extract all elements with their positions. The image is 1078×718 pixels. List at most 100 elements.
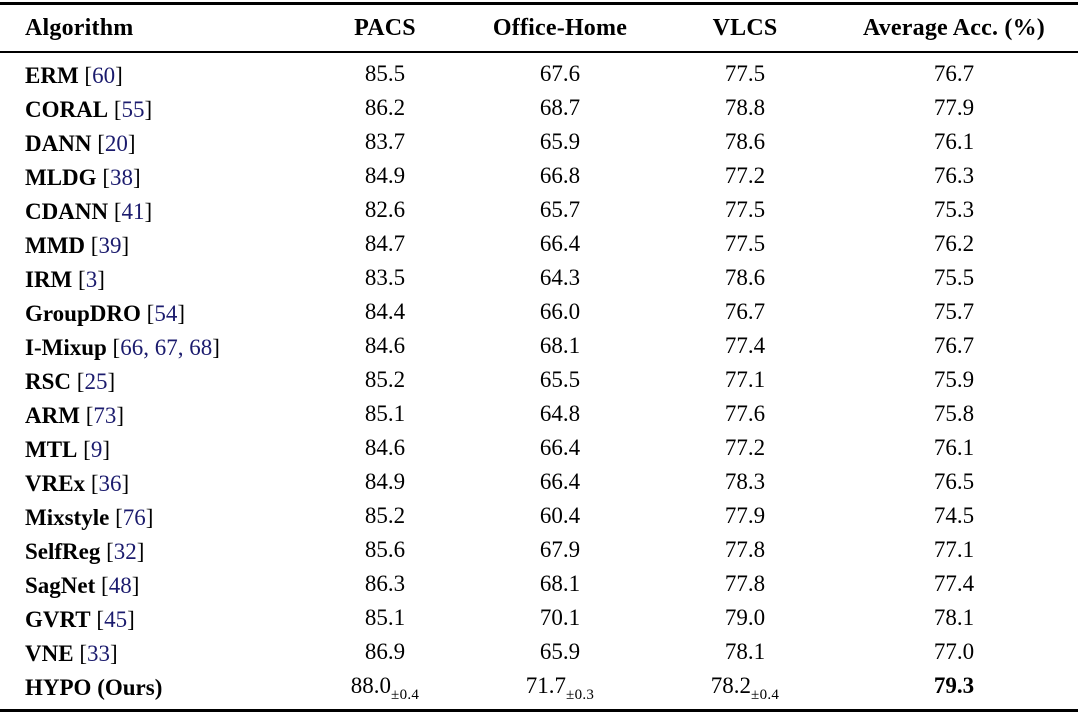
cell-office-home: 66.0 — [460, 297, 660, 331]
algorithm-name: HYPO (Ours) — [25, 675, 163, 700]
vlcs-value: 77.4 — [724, 332, 766, 358]
table-row: SagNet [48] 86.3 68.1 77.8 77.4 — [0, 569, 1078, 603]
vlcs-value: 77.5 — [724, 60, 766, 86]
citation-close-bracket: ] — [144, 199, 153, 224]
cell-office-home: 68.7 — [460, 93, 660, 127]
cell-pacs: 85.2 — [310, 365, 460, 399]
cell-office-home: 65.5 — [460, 365, 660, 399]
cell-pacs: 86.2 — [310, 93, 460, 127]
citation-close-bracket: ] — [109, 641, 118, 666]
cell-vlcs: 77.5 — [660, 229, 830, 263]
column-header-average: Average Acc. (%) — [830, 3, 1078, 53]
vlcs-value: 77.2 — [724, 434, 766, 460]
citation-number: 20 — [104, 131, 128, 156]
algorithm-name: RSC — [25, 369, 72, 394]
citation-close-bracket: ] — [121, 471, 130, 496]
average-value: 76.3 — [933, 162, 975, 188]
average-value: 76.1 — [933, 128, 975, 154]
vlcs-value: 78.3 — [724, 468, 766, 494]
citation-number: 36 — [98, 471, 122, 496]
cell-office-home: 68.1 — [460, 569, 660, 603]
office-home-value: 66.4 — [539, 468, 581, 494]
vlcs-stddev: ±0.4 — [751, 686, 780, 703]
office-home-value: 60.4 — [539, 502, 581, 528]
cell-vlcs: 78.6 — [660, 263, 830, 297]
cell-vlcs: 78.8 — [660, 93, 830, 127]
cell-algorithm: SagNet [48] — [0, 569, 310, 603]
table-row: CDANN [41] 82.6 65.7 77.5 75.3 — [0, 195, 1078, 229]
citation-open-bracket: [ — [83, 437, 91, 462]
cell-office-home: 68.1 — [460, 331, 660, 365]
cell-algorithm: VREx [36] — [0, 467, 310, 501]
cell-vlcs: 77.6 — [660, 399, 830, 433]
vlcs-value: 79.0 — [724, 604, 766, 630]
citation: [55] — [114, 97, 152, 122]
cell-pacs: 85.6 — [310, 535, 460, 569]
pacs-value: 83.5 — [364, 264, 406, 290]
cell-office-home: 65.9 — [460, 637, 660, 671]
cell-vlcs: 77.9 — [660, 501, 830, 535]
office-home-stddev: ±0.3 — [566, 686, 595, 703]
cell-vlcs: 77.5 — [660, 195, 830, 229]
algorithm-name: IRM — [25, 267, 73, 292]
cell-average: 76.1 — [830, 433, 1078, 467]
office-home-value: 71.7 — [525, 672, 567, 698]
office-home-value: 64.8 — [539, 400, 581, 426]
average-value: 77.4 — [933, 570, 975, 596]
citation: [48] — [101, 573, 139, 598]
vlcs-value: 77.8 — [724, 536, 766, 562]
average-value: 77.1 — [933, 536, 975, 562]
vlcs-value: 76.7 — [724, 298, 766, 324]
citation-number: 25 — [84, 369, 108, 394]
office-home-value: 66.8 — [539, 162, 581, 188]
algorithm-name: SelfReg — [25, 539, 101, 564]
office-home-value: 68.1 — [539, 332, 581, 358]
citation-close-bracket: ] — [132, 165, 141, 190]
cell-vlcs: 77.1 — [660, 365, 830, 399]
citation-number: 33 — [86, 641, 110, 666]
table-row: RSC [25] 85.2 65.5 77.1 75.9 — [0, 365, 1078, 399]
cell-vlcs: 78.3 — [660, 467, 830, 501]
table-row: MTL [9] 84.6 66.4 77.2 76.1 — [0, 433, 1078, 467]
citation-number: 39 — [98, 233, 122, 258]
cell-office-home: 66.4 — [460, 229, 660, 263]
cell-pacs: 83.5 — [310, 263, 460, 297]
cell-average: 75.9 — [830, 365, 1078, 399]
vlcs-value: 78.1 — [724, 638, 766, 664]
cell-vlcs: 79.0 — [660, 603, 830, 637]
cell-vlcs: 77.2 — [660, 161, 830, 195]
column-header-vlcs: VLCS — [660, 3, 830, 53]
algorithm-name: CORAL — [25, 97, 109, 122]
cell-average: 76.2 — [830, 229, 1078, 263]
average-value: 76.7 — [933, 332, 975, 358]
pacs-value: 86.9 — [364, 638, 406, 664]
algorithm-name: MTL — [25, 437, 78, 462]
cell-office-home: 64.8 — [460, 399, 660, 433]
citation-open-bracket: [ — [101, 573, 109, 598]
citation-open-bracket: [ — [96, 607, 105, 632]
cell-algorithm: RSC [25] — [0, 365, 310, 399]
cell-pacs: 85.1 — [310, 399, 460, 433]
cell-algorithm: ARM [73] — [0, 399, 310, 433]
citation: [66, 67, 68] — [113, 335, 220, 360]
citation-close-bracket: ] — [121, 233, 130, 258]
citation-close-bracket: ] — [115, 63, 123, 88]
cell-algorithm: GroupDRO [54] — [0, 297, 310, 331]
cell-office-home: 60.4 — [460, 501, 660, 535]
office-home-value: 64.3 — [539, 264, 581, 290]
vlcs-value: 78.8 — [724, 94, 766, 120]
citation-close-bracket: ] — [127, 131, 136, 156]
cell-algorithm: ERM [60] — [0, 52, 310, 93]
citation: [39] — [91, 233, 129, 258]
cell-average: 75.5 — [830, 263, 1078, 297]
cell-pacs: 84.6 — [310, 433, 460, 467]
office-home-value: 65.5 — [539, 366, 581, 392]
table-row: ERM [60] 85.5 67.6 77.5 76.7 — [0, 52, 1078, 93]
cell-algorithm: DANN [20] — [0, 127, 310, 161]
algorithm-name: MMD — [25, 233, 86, 258]
pacs-value: 84.9 — [364, 468, 406, 494]
citation: [73] — [86, 403, 124, 428]
citation-number: 76 — [122, 505, 146, 530]
pacs-stddev: ±0.4 — [391, 686, 420, 703]
